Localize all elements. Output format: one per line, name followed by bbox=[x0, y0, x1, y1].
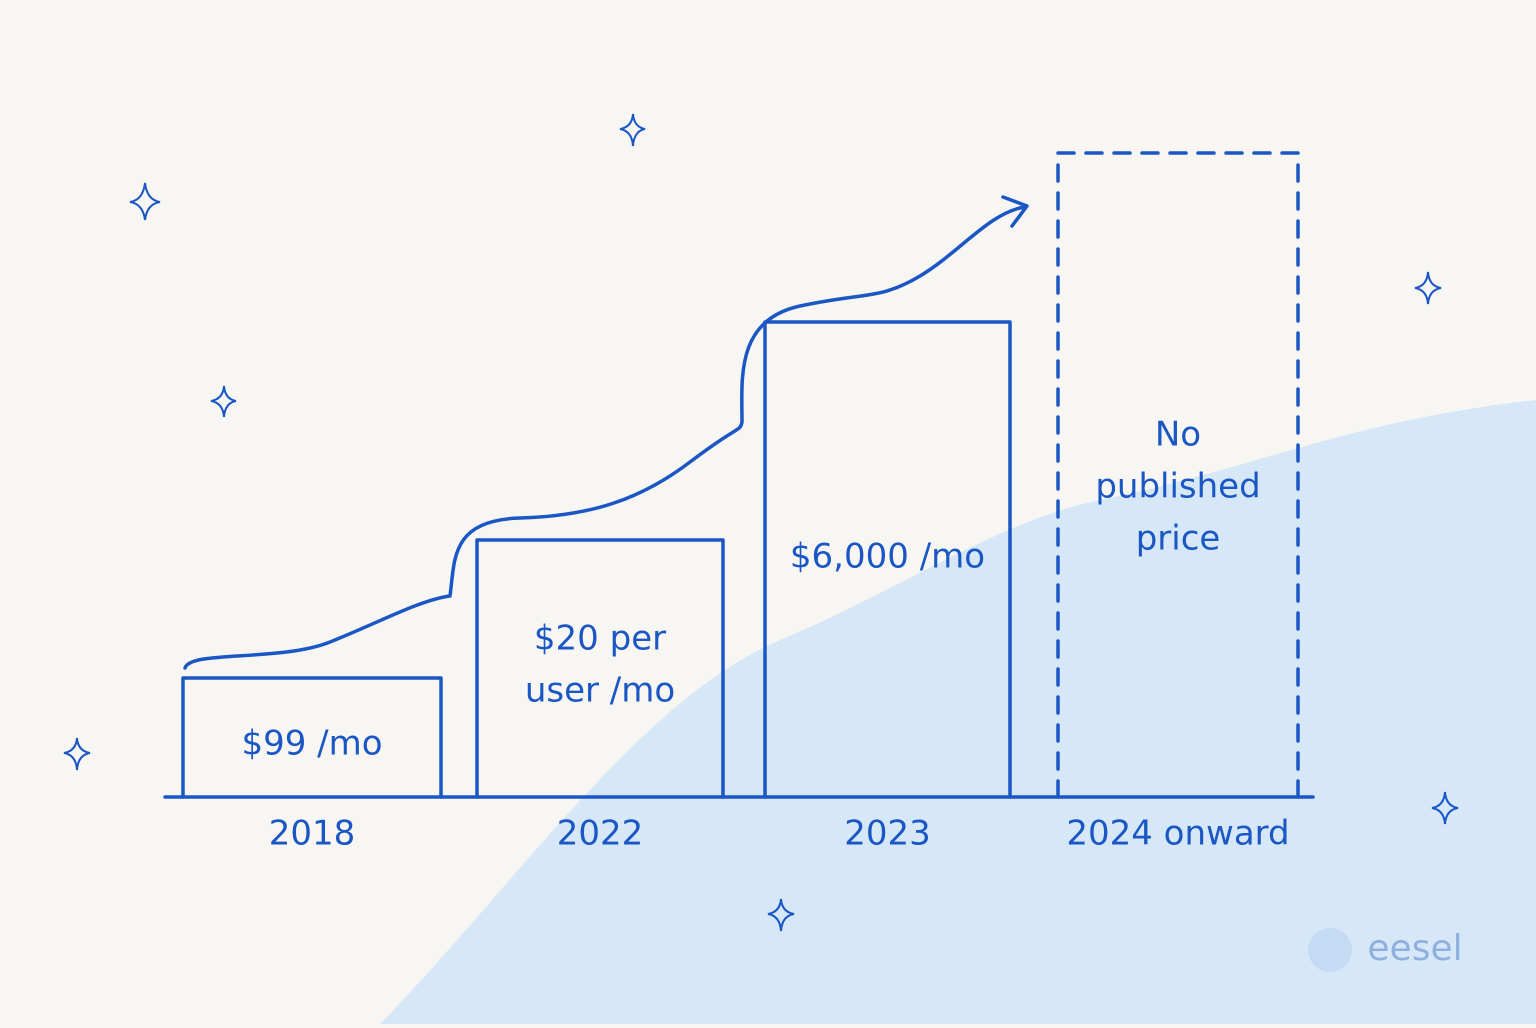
year-label: 2024 onward bbox=[1066, 814, 1289, 854]
price-label: price bbox=[1136, 519, 1221, 559]
logo-text: eesel bbox=[1367, 928, 1462, 969]
background-blob bbox=[380, 400, 1536, 1024]
price-label: $20 per bbox=[534, 619, 666, 659]
price-label: No bbox=[1155, 415, 1201, 455]
year-label: 2018 bbox=[269, 814, 356, 854]
price-label: published bbox=[1095, 467, 1260, 507]
arrow-head bbox=[1001, 195, 1029, 228]
price-box bbox=[763, 320, 1012, 799]
price-label: $99 /mo bbox=[241, 724, 382, 764]
price-box bbox=[475, 538, 725, 799]
year-label: 2023 bbox=[844, 814, 931, 854]
logo-mark bbox=[1308, 928, 1352, 972]
price-label: $6,000 /mo bbox=[790, 537, 985, 577]
price-box bbox=[1056, 151, 1300, 799]
price-label: user /mo bbox=[525, 671, 675, 711]
sparkles bbox=[63, 113, 1459, 932]
year-label: 2022 bbox=[557, 814, 644, 854]
price-box bbox=[181, 676, 443, 799]
trend-arrow bbox=[183, 205, 1027, 670]
